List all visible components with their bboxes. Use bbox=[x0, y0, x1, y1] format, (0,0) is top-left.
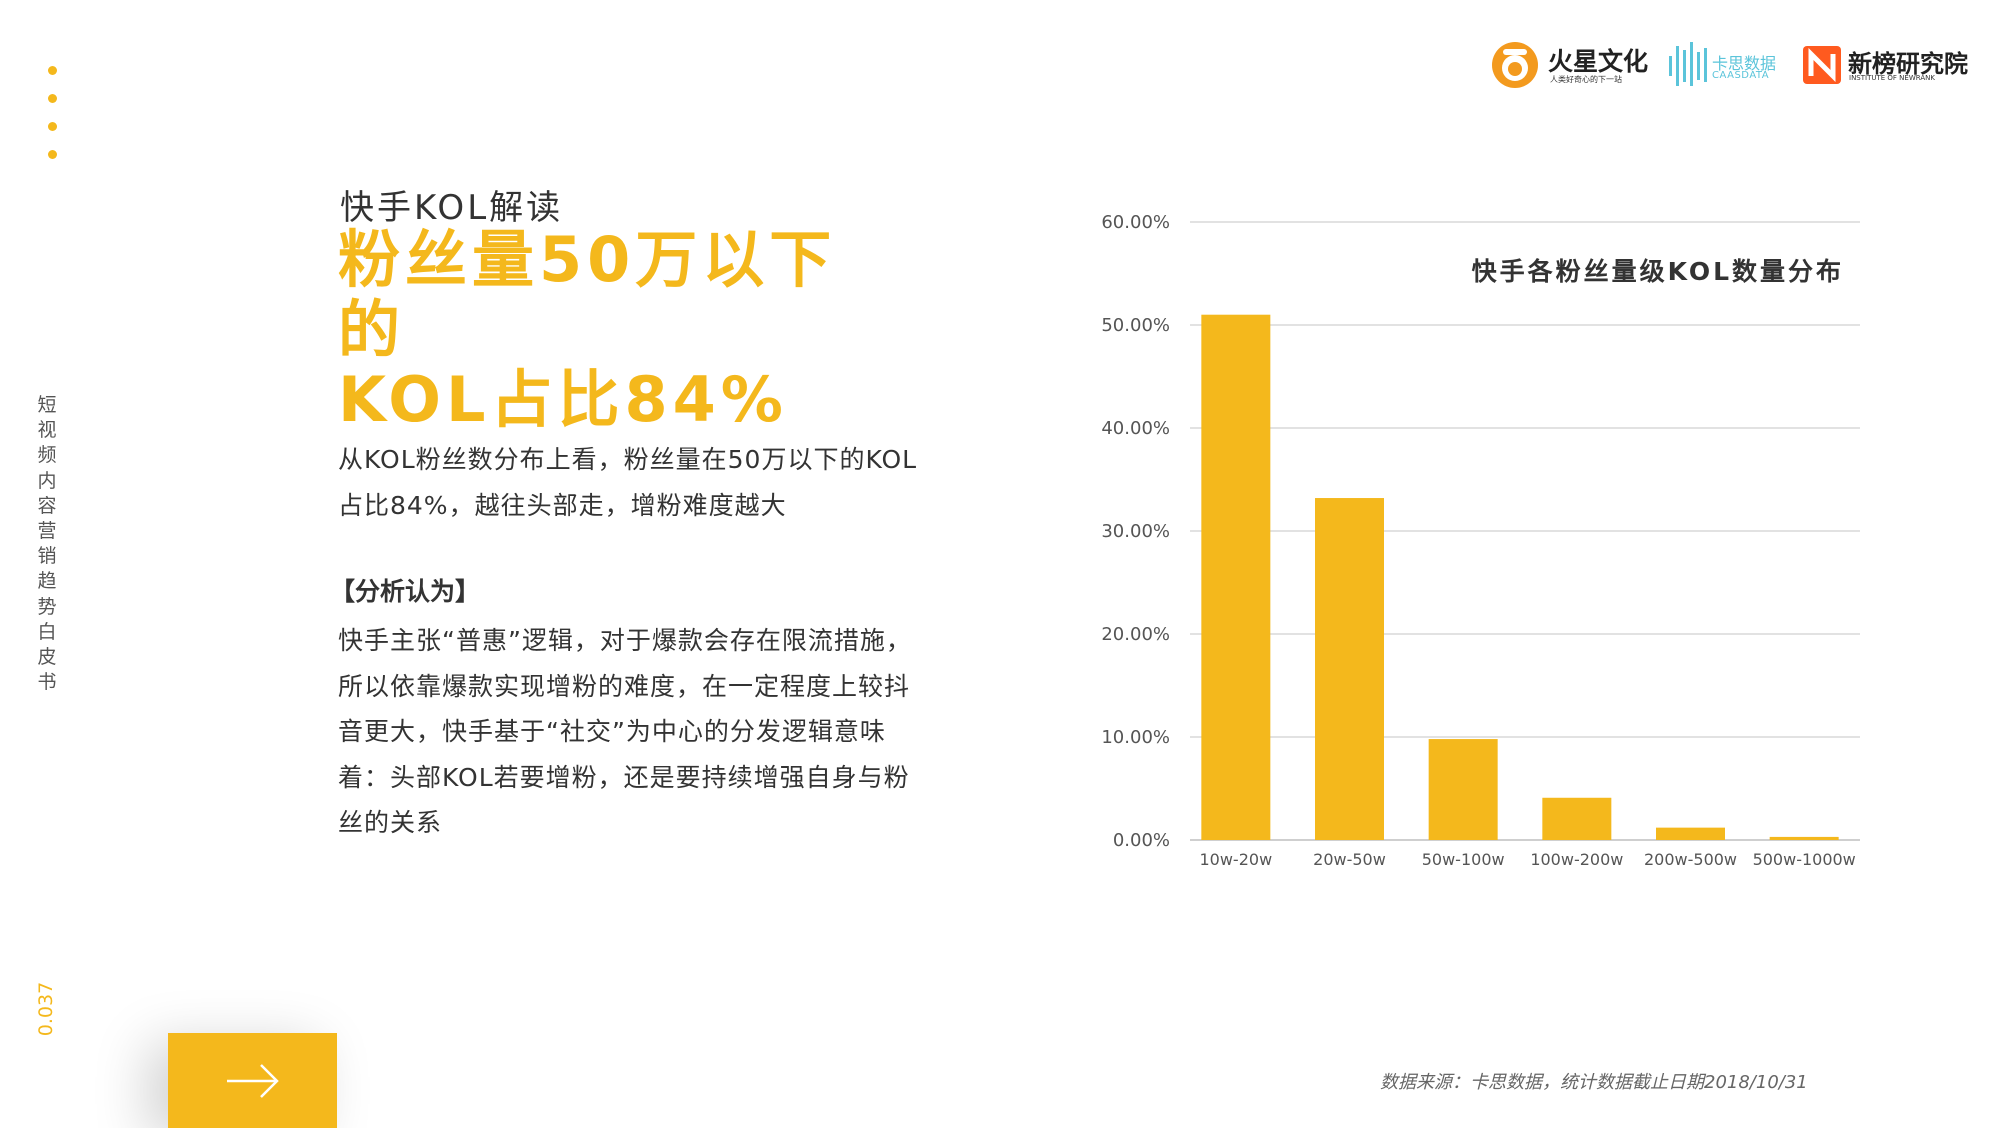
page-number: 0.037 bbox=[35, 981, 57, 1037]
y-tick-label: 0.00% bbox=[1113, 830, 1170, 851]
partner-logos: 火星文化 人类好奇心的下一站 卡思数据 CAASDATA 新榜研究院 INSTI… bbox=[1490, 36, 1986, 92]
bar-50w-100w bbox=[1428, 739, 1498, 840]
y-tick-label: 10.00% bbox=[1101, 727, 1170, 748]
x-tick-label: 100w-200w bbox=[1530, 850, 1623, 869]
bar-100w-200w bbox=[1542, 797, 1612, 840]
huoxing-name: 火星文化 bbox=[1548, 47, 1649, 76]
bar-20w-50w bbox=[1315, 498, 1384, 840]
dot bbox=[48, 66, 57, 75]
huoxing-mascot-icon bbox=[1492, 42, 1538, 88]
decorative-dots bbox=[48, 66, 60, 178]
xinbang-n-icon bbox=[1803, 46, 1841, 84]
kasi-bars-icon bbox=[1669, 42, 1707, 86]
xinbang-subtitle: INSTITUTE OF NEWRANK bbox=[1849, 74, 1935, 82]
grid-lines bbox=[1190, 221, 1860, 841]
kasi-logo: 卡思数据 CAASDATA bbox=[1668, 36, 1793, 92]
x-tick-label: 20w-50w bbox=[1313, 850, 1386, 869]
kol-distribution-chart: 0.00% 10.00% 20.00% 30.00% 40.00% 50.00% 60.00… bbox=[1101, 212, 1860, 869]
y-tick-label: 30.00% bbox=[1101, 521, 1170, 542]
x-axis-ticks: 10w-20w 20w-50w 50w-100w 100w-200w 200w-500w… bbox=[1199, 850, 1855, 869]
huoxing-slogan: 人类好奇心的下一站 bbox=[1550, 75, 1622, 84]
x-tick-label: 500w-1000w bbox=[1753, 850, 1856, 869]
y-tick-label: 40.00% bbox=[1101, 418, 1170, 439]
x-tick-label: 200w-500w bbox=[1644, 850, 1737, 869]
analysis-heading: 【分析认为】 bbox=[330, 577, 481, 606]
y-tick-label: 60.00% bbox=[1101, 212, 1170, 233]
x-tick-label: 10w-20w bbox=[1199, 850, 1272, 869]
arrow-right-icon bbox=[226, 1063, 279, 1098]
x-tick-label: 50w-100w bbox=[1422, 850, 1505, 869]
chart-title: 快手各粉丝量级KOL数量分布 bbox=[1472, 257, 1844, 286]
analysis-paragraph: 快手主张“普惠”逻辑，对于爆款会存在限流措施，所以依靠爆款实现增粉的难度，在一定… bbox=[338, 626, 912, 837]
bar-500w-1000w bbox=[1769, 836, 1839, 840]
dot bbox=[48, 122, 57, 131]
page-subtitle: 快手KOL解读 bbox=[340, 188, 564, 228]
bar-200w-500w bbox=[1656, 827, 1725, 840]
bars bbox=[1201, 314, 1839, 840]
xinbang-logo: 新榜研究院 INSTITUTE OF NEWRANK bbox=[1803, 36, 1986, 92]
dot bbox=[48, 94, 57, 103]
xinbang-name: 新榜研究院 bbox=[1848, 50, 1968, 78]
y-tick-label: 20.00% bbox=[1101, 624, 1170, 645]
kasi-subtitle: CAASDATA bbox=[1712, 70, 1770, 81]
dot bbox=[48, 150, 57, 159]
vertical-document-title: 短视频内容营销趋势白皮书 bbox=[37, 394, 57, 694]
headline-line-2: KOL占比84% bbox=[338, 363, 788, 436]
kasi-name: 卡思数据 bbox=[1712, 54, 1777, 73]
summary-paragraph: 从KOL粉丝数分布上看，粉丝量在50万以下的KOL占比84%，越往头部走，增粉难… bbox=[338, 445, 918, 520]
huoxing-logo: 火星文化 人类好奇心的下一站 bbox=[1490, 36, 1649, 92]
data-source-note: 数据来源：卡思数据，统计数据截止日期2018/10/31 bbox=[1380, 1072, 1808, 1093]
bar-10w-20w bbox=[1201, 314, 1271, 840]
headline-line-1: 粉丝量50万以下的 bbox=[338, 223, 837, 366]
y-axis-ticks: 0.00% 10.00% 20.00% 30.00% 40.00% 50.00% 60.00… bbox=[1101, 212, 1170, 851]
headline: 粉丝量50万以下的 KOL占比84% bbox=[338, 225, 898, 435]
next-page-button[interactable] bbox=[168, 1033, 337, 1128]
y-tick-label: 50.00% bbox=[1101, 315, 1170, 336]
